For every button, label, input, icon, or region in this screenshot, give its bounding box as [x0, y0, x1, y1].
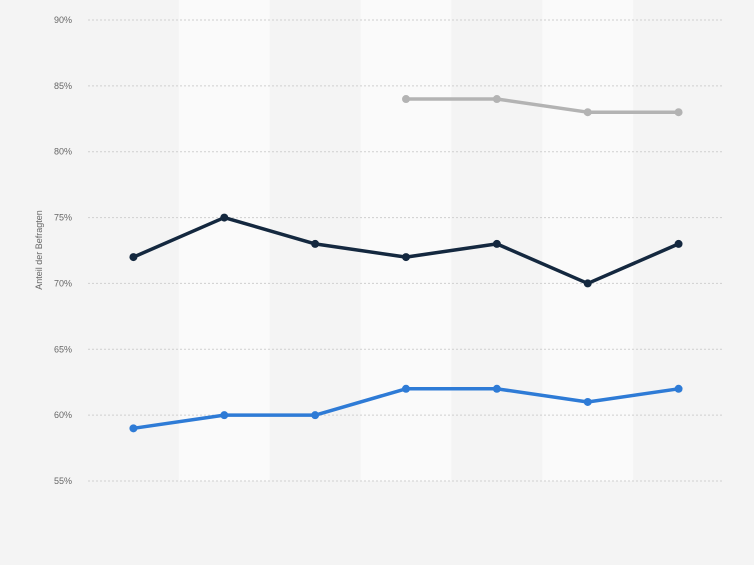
- gridlines: [88, 19, 724, 482]
- y-tick-label: 60%: [54, 410, 72, 420]
- data-point: [220, 213, 229, 222]
- y-tick-label: 90%: [54, 15, 72, 25]
- series-line: [404, 97, 681, 114]
- data-point: [583, 279, 592, 288]
- data-point: [311, 239, 320, 248]
- data-point: [402, 253, 410, 262]
- column-band: [178, 0, 270, 481]
- column-band: [542, 0, 634, 481]
- data-point: [583, 397, 592, 406]
- data-point: [674, 239, 683, 248]
- data-point: [402, 384, 410, 393]
- data-point: [492, 239, 501, 248]
- data-point: [129, 424, 138, 433]
- series-3: [129, 384, 683, 433]
- series-layer: [129, 95, 683, 433]
- y-axis-label: Anteil der Befragten: [34, 210, 44, 290]
- series-2: [129, 213, 683, 288]
- column-bands: [178, 0, 634, 481]
- y-tick-label: 70%: [54, 278, 72, 288]
- data-point: [402, 95, 410, 104]
- data-point: [492, 384, 501, 393]
- series-1: [402, 95, 683, 117]
- data-point: [583, 108, 592, 117]
- data-point: [492, 95, 501, 104]
- y-tick-label: 85%: [54, 81, 72, 91]
- column-band: [360, 0, 452, 481]
- y-tick-label: 80%: [54, 147, 72, 157]
- y-tick-label: 65%: [54, 344, 72, 354]
- data-point: [220, 411, 229, 420]
- data-point: [129, 253, 138, 262]
- data-point: [674, 384, 683, 393]
- data-point: [311, 411, 320, 420]
- y-tick-label: 75%: [54, 213, 72, 223]
- y-tick-label: 55%: [54, 476, 72, 486]
- y-axis-ticks: 90% 85% 80% 75% 70% 65% 60% 55%: [54, 15, 72, 486]
- data-point: [674, 108, 683, 117]
